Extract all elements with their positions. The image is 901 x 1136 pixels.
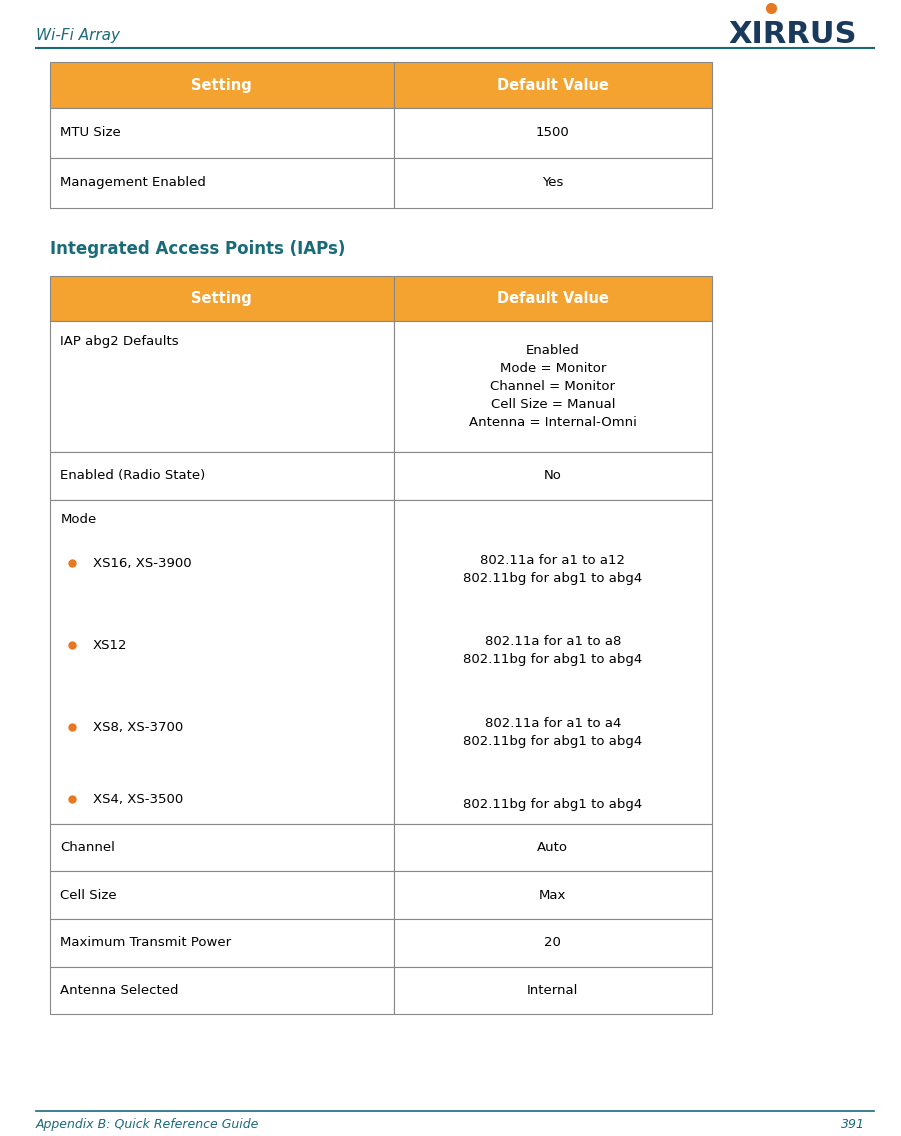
Text: 802.11a for a1 to a8
802.11bg for abg1 to abg4: 802.11a for a1 to a8 802.11bg for abg1 t… (463, 635, 642, 667)
Text: XS16, XS-3900: XS16, XS-3900 (93, 557, 191, 570)
Text: Enabled
Mode = Monitor
Channel = Monitor
Cell Size = Manual
Antenna = Internal-O: Enabled Mode = Monitor Channel = Monitor… (469, 344, 637, 429)
Text: Setting: Setting (191, 77, 252, 93)
Text: No: No (544, 469, 562, 483)
Text: Appendix B: Quick Reference Guide: Appendix B: Quick Reference Guide (36, 1118, 259, 1130)
Text: Management Enabled: Management Enabled (60, 176, 206, 190)
FancyBboxPatch shape (50, 824, 394, 871)
Text: Internal: Internal (527, 984, 578, 997)
FancyBboxPatch shape (50, 967, 394, 1014)
Text: Max: Max (539, 888, 567, 902)
Text: Yes: Yes (542, 176, 563, 190)
FancyBboxPatch shape (394, 500, 712, 824)
Text: XIRRUS: XIRRUS (729, 20, 857, 50)
FancyBboxPatch shape (394, 871, 712, 919)
Text: 802.11bg for abg1 to abg4: 802.11bg for abg1 to abg4 (463, 799, 642, 811)
FancyBboxPatch shape (50, 62, 394, 108)
FancyBboxPatch shape (394, 108, 712, 158)
FancyBboxPatch shape (394, 919, 712, 967)
Text: Channel: Channel (60, 841, 115, 854)
Text: IAP abg2 Defaults: IAP abg2 Defaults (60, 335, 179, 348)
FancyBboxPatch shape (50, 276, 394, 321)
Text: Auto: Auto (537, 841, 569, 854)
FancyBboxPatch shape (50, 158, 394, 208)
Text: MTU Size: MTU Size (60, 126, 121, 140)
Text: Antenna Selected: Antenna Selected (60, 984, 179, 997)
FancyBboxPatch shape (50, 321, 394, 452)
Text: Default Value: Default Value (497, 291, 609, 307)
FancyBboxPatch shape (50, 108, 394, 158)
Text: 20: 20 (544, 936, 561, 950)
FancyBboxPatch shape (50, 500, 394, 824)
Text: Setting: Setting (191, 291, 252, 307)
Text: XS4, XS-3500: XS4, XS-3500 (93, 793, 183, 805)
Text: Mode: Mode (60, 513, 96, 526)
Text: XS8, XS-3700: XS8, XS-3700 (93, 720, 183, 734)
FancyBboxPatch shape (394, 321, 712, 452)
Text: Wi-Fi Array: Wi-Fi Array (36, 28, 120, 43)
Text: 802.11a for a1 to a12
802.11bg for abg1 to abg4: 802.11a for a1 to a12 802.11bg for abg1 … (463, 553, 642, 585)
Text: 391: 391 (841, 1118, 865, 1130)
FancyBboxPatch shape (394, 967, 712, 1014)
Text: 1500: 1500 (536, 126, 569, 140)
Text: Enabled (Radio State): Enabled (Radio State) (60, 469, 205, 483)
FancyBboxPatch shape (394, 62, 712, 108)
Text: Maximum Transmit Power: Maximum Transmit Power (60, 936, 232, 950)
FancyBboxPatch shape (50, 919, 394, 967)
FancyBboxPatch shape (394, 824, 712, 871)
FancyBboxPatch shape (394, 158, 712, 208)
Text: Integrated Access Points (IAPs): Integrated Access Points (IAPs) (50, 240, 345, 258)
FancyBboxPatch shape (394, 452, 712, 500)
Text: Default Value: Default Value (497, 77, 609, 93)
FancyBboxPatch shape (50, 871, 394, 919)
Text: XS12: XS12 (93, 638, 127, 652)
FancyBboxPatch shape (394, 276, 712, 321)
FancyBboxPatch shape (50, 452, 394, 500)
Text: Cell Size: Cell Size (60, 888, 117, 902)
Text: 802.11a for a1 to a4
802.11bg for abg1 to abg4: 802.11a for a1 to a4 802.11bg for abg1 t… (463, 717, 642, 749)
